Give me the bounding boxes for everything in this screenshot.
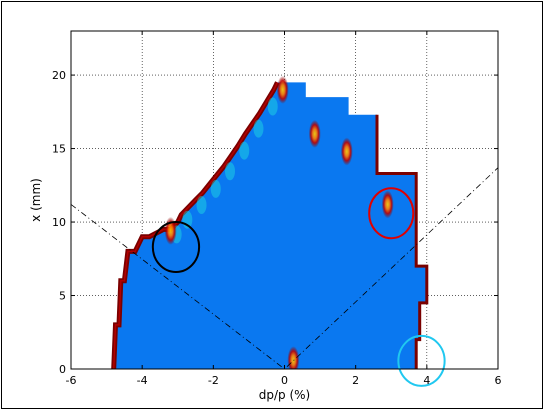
y-tick-label: 5 (59, 290, 66, 303)
hotspot (340, 137, 353, 166)
edge-glow (267, 97, 278, 116)
edge-glow (253, 119, 264, 138)
annotations (151, 187, 446, 387)
hotspot (276, 75, 289, 104)
stable-region-left-edge-inner (112, 82, 279, 369)
y-tick-label: 0 (59, 363, 66, 376)
hotspot (164, 216, 177, 245)
x-tick-label: -4 (137, 374, 148, 387)
stable-region (113, 82, 427, 369)
annotation-circle-2 (368, 187, 415, 240)
edge-glow (225, 162, 236, 181)
plot-data (111, 75, 429, 369)
y-tick-label: 20 (52, 69, 66, 82)
stable-region-right-edge (375, 114, 429, 369)
x-tick-label: 0 (281, 374, 288, 387)
x-tick-label: -2 (208, 374, 219, 387)
annotation-circle-1 (151, 221, 201, 274)
y-tick-label: 10 (52, 216, 66, 229)
x-tick-label: -6 (66, 374, 77, 387)
x-tick-label: 4 (423, 374, 430, 387)
x-tick-label: 2 (352, 374, 359, 387)
y-tick-label: 15 (52, 143, 66, 156)
hotspot (381, 190, 394, 219)
axis-ticks: -6 -4 -2 0 2 4 6 0 5 10 15 20 (52, 31, 502, 387)
edge-glow (210, 179, 221, 198)
y-axis-label: x (mm) (29, 178, 43, 222)
x-tick-label: 6 (495, 374, 502, 387)
edge-glow (196, 196, 207, 214)
edge-glow (239, 141, 250, 160)
annotation-circle-3 (397, 334, 446, 387)
hotspot (308, 119, 321, 148)
x-axis-label: dp/p (%) (259, 388, 310, 402)
